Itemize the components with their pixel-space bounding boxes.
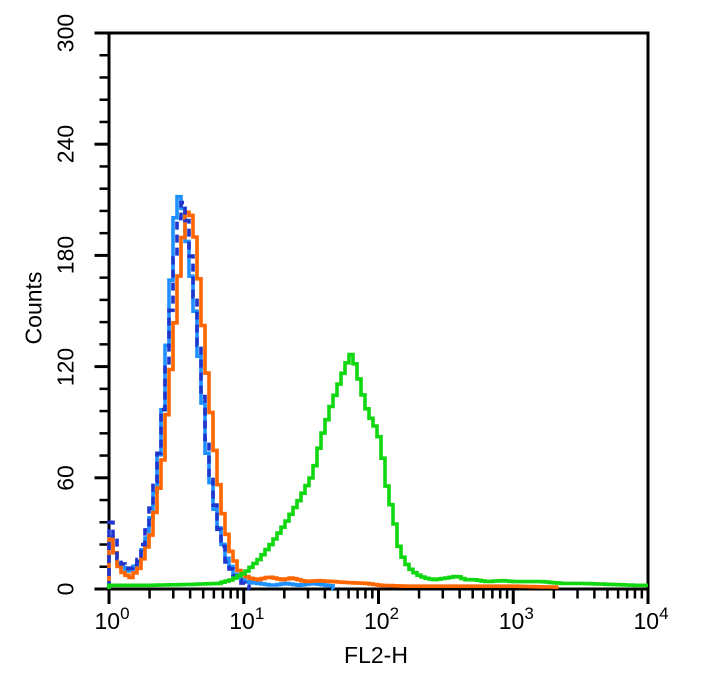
y-tick-label-300: 300 (52, 13, 79, 53)
y-tick-label-180: 180 (52, 236, 79, 275)
green-histogram (107, 352, 648, 589)
y-tick-label-60: 60 (52, 465, 79, 491)
dark-blue-dashed-histogram (107, 200, 252, 591)
plot-frame (107, 31, 650, 591)
x-tick-label-10e2: 102 (363, 604, 400, 634)
x-tick-label-10e3: 103 (498, 604, 534, 634)
x-tick-label-10e4: 104 (633, 604, 669, 634)
x-tick-label-10e1: 101 (229, 604, 265, 634)
orange-histogram (107, 210, 559, 589)
x-tick-label-10e0: 100 (94, 604, 130, 634)
y-axis-title: Counts (20, 271, 47, 345)
x-axis-title: FL2-H (344, 642, 408, 668)
light-blue-histogram (107, 194, 335, 591)
y-tick-label-240: 240 (52, 125, 79, 164)
y-tick-label-120: 120 (52, 347, 79, 386)
y-tick-label-0: 0 (52, 582, 79, 596)
